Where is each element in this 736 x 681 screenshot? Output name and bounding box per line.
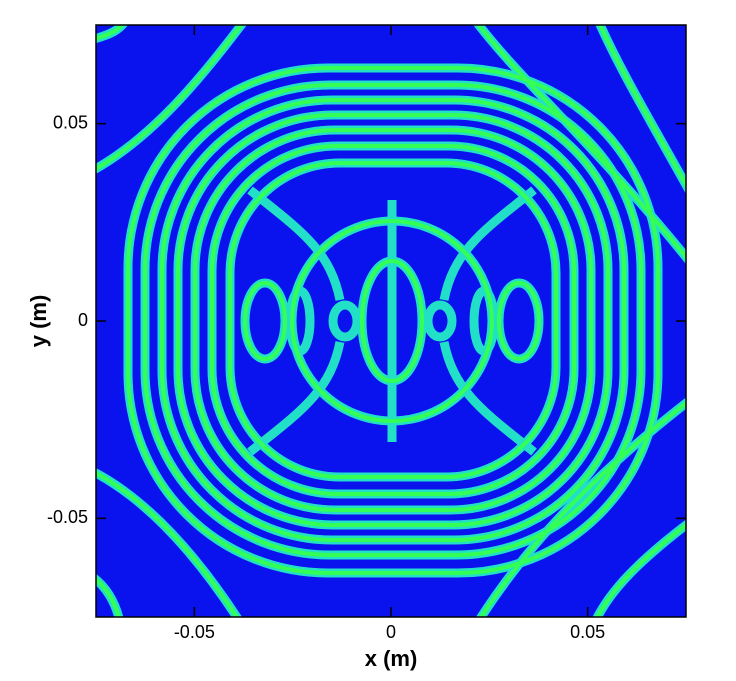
y-tick-label: 0 xyxy=(78,310,88,330)
x-axis-label: x (m) xyxy=(365,646,418,671)
x-tick-label: -0.05 xyxy=(174,622,215,642)
y-tick-label: 0.05 xyxy=(53,112,88,132)
contour-field xyxy=(96,25,686,617)
x-tick-label: 0 xyxy=(386,622,396,642)
y-axis-label: y (m) xyxy=(26,295,51,348)
x-tick-label: 0.05 xyxy=(570,622,605,642)
y-tick-label: -0.05 xyxy=(47,507,88,527)
